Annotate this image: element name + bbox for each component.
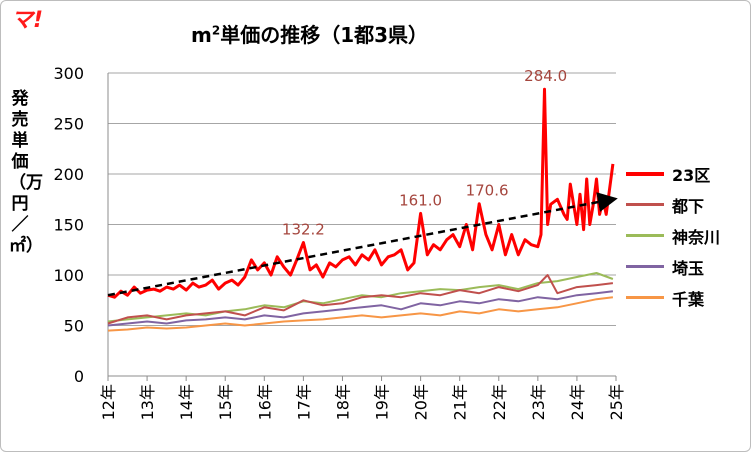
x-tick-label: 13年 [138,384,157,420]
x-tick-label: 21年 [451,384,470,420]
legend-swatch [626,296,664,299]
legend-item: 神奈川 [626,220,720,251]
x-tick-label: 12年 [99,384,118,420]
series-line-0 [107,87,615,299]
x-tick-label: 23年 [529,384,548,420]
x-tick-label: 24年 [568,384,587,420]
x-tick-label: 19年 [373,384,392,420]
chart-title-rest: 単価の推移（1都3県） [220,23,429,47]
y-tick-label: 250 [53,115,84,134]
x-tick-label: 25年 [607,384,626,420]
series-line-1 [107,274,614,325]
annotation-label: 284.0 [524,67,567,85]
logo: マ! [7,6,47,40]
x-tick-label: 18年 [333,384,352,420]
legend-label: 神奈川 [672,227,721,247]
y-tick-label: 100 [53,266,84,285]
y-tick-label: 50 [64,317,84,336]
gridlines [108,72,616,326]
legend-label: 23区 [672,165,711,185]
legend-swatch [626,234,664,237]
legend-label: 埼玉 [672,258,705,278]
chart-title-superscript: 2 [211,23,221,38]
y-tick-label: 150 [53,216,84,235]
trendline-layer [107,192,618,297]
legend-swatch [626,203,664,206]
annotation-label: 132.2 [282,220,325,238]
legend-item: 23区 [626,158,720,189]
x-tick-label: 22年 [490,384,509,420]
x-tick-label: 16年 [255,384,274,420]
series-lines [107,87,615,332]
legend-item: 埼玉 [626,251,720,282]
annotation-label: 161.0 [399,191,442,209]
y-tick-label: 300 [53,64,84,83]
tick-labels: 0 50 100 150 200 250 300 12年 13年 14年 15年 16年 17年 18年 1… [53,64,626,420]
chart-title: m2単価の推移（1都3県） [191,19,428,48]
legend-item: 千葉 [626,282,720,313]
series-line-3 [107,290,614,327]
legend-label: 都下 [672,196,705,216]
logo-text: マ! [10,8,44,33]
annotations: 132.2 161.0 170.6 284.0 [282,67,567,238]
legend-item: 都下 [626,189,720,220]
legend-label: 千葉 [672,289,705,309]
y-tick-label: 200 [53,165,84,184]
x-tick-label: 14年 [177,384,196,420]
legend-swatch [626,265,664,268]
x-tick-label: 20年 [412,384,431,420]
x-tick-label: 15年 [216,384,235,420]
y-tick-label: 0 [74,367,84,386]
series-line-4 [107,296,614,332]
y-axis-label: 発売単価（万円／㎡） [9,89,43,256]
legend: 23区都下神奈川埼玉千葉 [626,158,720,313]
x-tick-label: 17年 [294,384,313,420]
chart-title-main: m [191,23,212,47]
legend-swatch [626,171,664,176]
annotation-label: 170.6 [466,182,509,200]
trend-arrow [107,192,618,297]
